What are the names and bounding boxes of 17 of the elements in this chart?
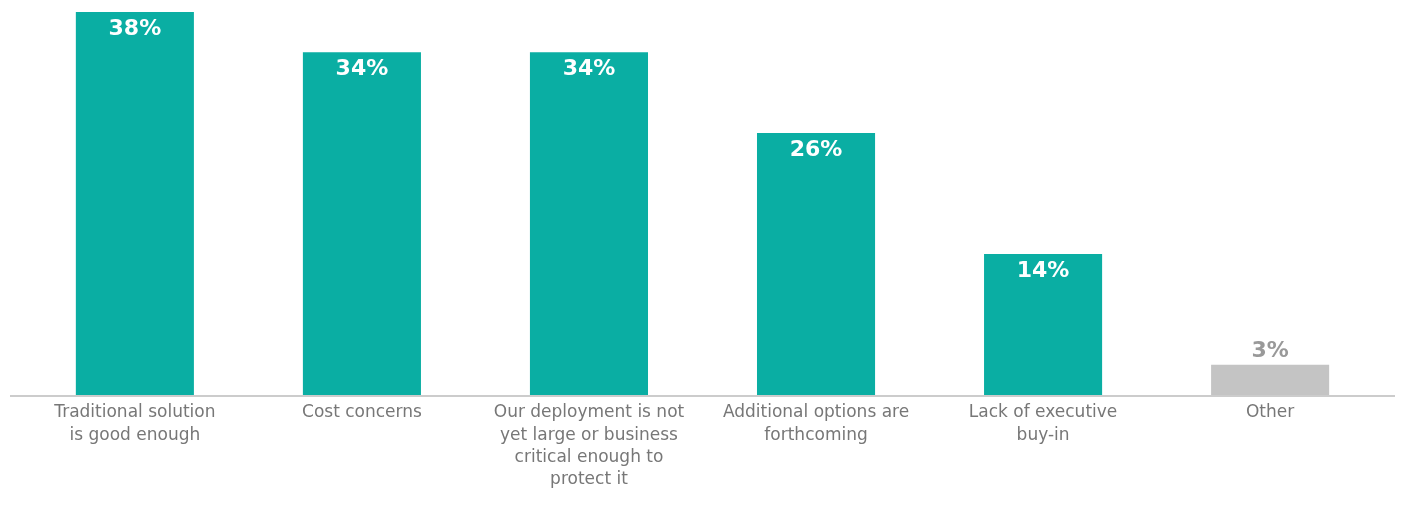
x-tick-label: Other (1245, 401, 1295, 422)
bar (75, 12, 194, 395)
data-label: 26% (789, 135, 843, 161)
x-tick-label: Additional options are forthcoming (722, 401, 910, 444)
bar (529, 52, 649, 395)
bar (984, 253, 1103, 395)
bar (756, 132, 876, 395)
x-tick-label: Traditional solution is good enough (53, 401, 216, 444)
data-label: 38% (108, 15, 162, 40)
data-label: 34% (562, 55, 616, 81)
bar (302, 52, 421, 395)
data-label: 34% (335, 55, 389, 81)
x-tick-label: Lack of executive buy-in (968, 401, 1118, 444)
x-tick-label: Our deployment is not yet large or business critical enough to protect it (493, 401, 685, 488)
x-tick-label: Cost concerns (302, 401, 422, 422)
data-label: 3% (1251, 336, 1289, 362)
data-label: 14% (1016, 256, 1070, 282)
